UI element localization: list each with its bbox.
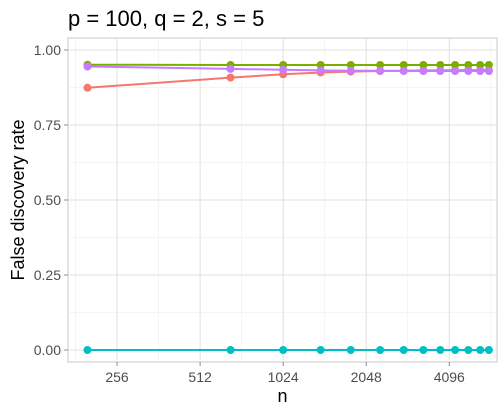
- data-point: [346, 66, 355, 75]
- data-point: [484, 346, 493, 354]
- y-tick-label: 0.25: [34, 267, 61, 283]
- data-point: [476, 346, 485, 354]
- y-tick-label: 0.75: [34, 117, 61, 133]
- data-point: [399, 346, 408, 354]
- data-point: [476, 61, 485, 69]
- data-point: [436, 61, 445, 69]
- data-point: [226, 346, 235, 354]
- series-4: [83, 62, 493, 75]
- data-point: [464, 67, 473, 75]
- data-point: [376, 61, 385, 69]
- data-point: [451, 61, 460, 69]
- series-3: [83, 346, 493, 354]
- data-point: [419, 346, 428, 354]
- x-tick-label: 256: [105, 369, 129, 385]
- x-tick-label: 1024: [268, 369, 299, 385]
- data-point: [83, 83, 92, 92]
- x-tick-label: 4096: [434, 369, 465, 385]
- data-point: [476, 67, 485, 75]
- x-axis-title: n: [277, 386, 287, 406]
- data-point: [226, 64, 235, 73]
- data-point: [399, 61, 408, 69]
- grid: [68, 38, 497, 362]
- axes: 256 512 1024 2048 4096 0.00 0.25 0.50 0.75 1.00: [34, 42, 465, 385]
- x-tick-label: 2048: [351, 369, 382, 385]
- data-point: [346, 61, 355, 69]
- data-point: [226, 73, 235, 82]
- data-point: [484, 67, 493, 75]
- x-tick-label: 512: [188, 369, 212, 385]
- y-axis-title: False discovery rate: [8, 119, 28, 280]
- series-group: [83, 60, 493, 354]
- data-point: [436, 346, 445, 354]
- y-tick-label: 1.00: [34, 42, 61, 58]
- chart-title: p = 100, q = 2, s = 5: [68, 6, 264, 31]
- data-point: [279, 346, 288, 354]
- data-point: [279, 65, 288, 74]
- data-point: [83, 346, 92, 354]
- data-point: [419, 61, 428, 69]
- data-point: [484, 61, 493, 69]
- data-point: [464, 61, 473, 69]
- data-point: [83, 62, 92, 71]
- data-point: [376, 66, 385, 75]
- data-point: [419, 67, 428, 75]
- data-point: [316, 66, 325, 75]
- y-tick-label: 0.50: [34, 192, 61, 208]
- data-point: [316, 346, 325, 354]
- data-point: [376, 346, 385, 354]
- series-2: [83, 60, 493, 69]
- data-point: [451, 346, 460, 354]
- data-point: [464, 346, 473, 354]
- data-point: [346, 346, 355, 354]
- data-point: [399, 67, 408, 75]
- y-tick-label: 0.00: [34, 342, 61, 358]
- data-point: [436, 67, 445, 75]
- data-point: [451, 67, 460, 75]
